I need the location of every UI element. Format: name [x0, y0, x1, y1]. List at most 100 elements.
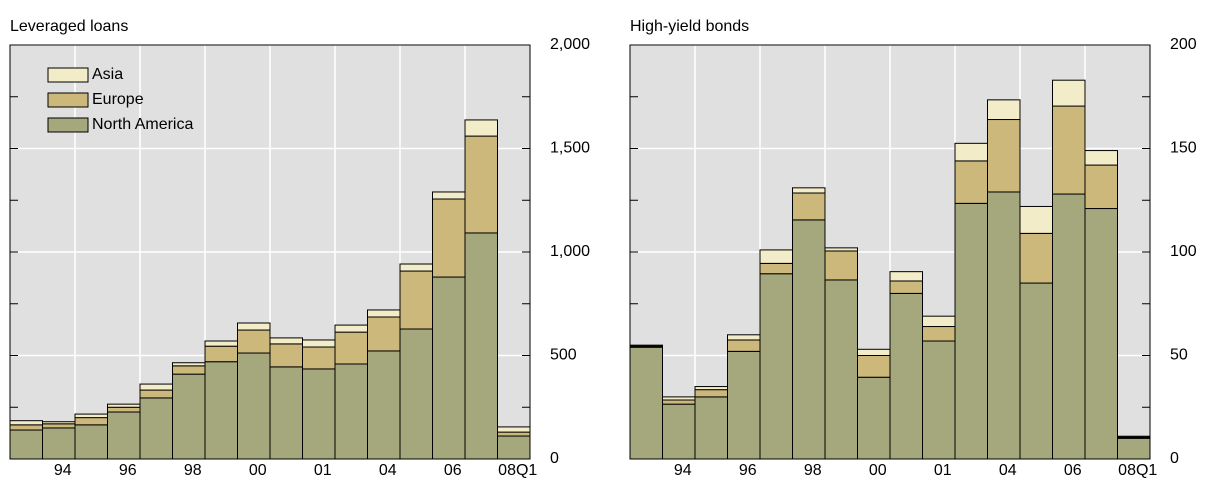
- bar-segment: [889, 280, 923, 294]
- x-tick-label: 94: [674, 462, 692, 479]
- x-tick-label: 01: [934, 462, 952, 479]
- bar-segment: [237, 329, 271, 354]
- bar-segment: [727, 350, 761, 460]
- x-tick-label: 98: [184, 462, 202, 479]
- bar-segment: [857, 348, 891, 357]
- bar-segment: [987, 99, 1021, 121]
- x-tick-label: 98: [804, 462, 822, 479]
- legend-label: Europe: [92, 91, 144, 108]
- bar-segment: [759, 273, 793, 460]
- bar-segment: [857, 355, 891, 378]
- x-tick-label: 96: [739, 462, 757, 479]
- bar-segment: [497, 431, 531, 437]
- chart-title: High-yield bonds: [630, 18, 749, 35]
- bar-segment: [1052, 79, 1086, 107]
- x-tick-label: 96: [119, 462, 137, 479]
- bar-segment: [172, 365, 206, 375]
- bar-segment: [889, 292, 923, 460]
- bar-segment: [792, 187, 826, 194]
- x-tick-label: 04: [379, 462, 397, 479]
- x-tick-label: 00: [249, 462, 267, 479]
- plot-frame: [629, 44, 1151, 460]
- bar-segment: [954, 160, 988, 204]
- bar-segment: [464, 232, 498, 460]
- x-tick-label: 04: [999, 462, 1017, 479]
- bar-segment: [464, 119, 498, 137]
- bar-segment: [824, 250, 858, 281]
- bar-segment: [432, 276, 466, 460]
- bar-segment: [759, 262, 793, 275]
- y-tick-label: 1,000: [550, 243, 590, 260]
- bar-segment: [139, 383, 173, 391]
- bar-segment: [922, 326, 956, 342]
- bar-segment: [824, 279, 858, 460]
- bar-segment: [74, 424, 108, 460]
- chart-title: Leveraged loans: [10, 18, 128, 35]
- bar-segment: [954, 202, 988, 460]
- bar-segment: [1052, 105, 1086, 195]
- bar-segment: [204, 340, 238, 347]
- bar-segment: [662, 403, 696, 460]
- bar-segment: [792, 192, 826, 221]
- bar-segment: [107, 411, 141, 460]
- y-tick-label: 0: [1170, 450, 1179, 467]
- bar-segment: [1052, 193, 1086, 460]
- bar-segment: [269, 343, 303, 368]
- bar-segment: [107, 403, 141, 408]
- bar-segment: [269, 366, 303, 460]
- bar-segment: [857, 376, 891, 460]
- bar-segment: [824, 247, 858, 252]
- bar-segment: [1117, 437, 1151, 460]
- bar-segment: [1084, 150, 1118, 166]
- bar-segment: [1019, 282, 1053, 460]
- bar-segment: [269, 337, 303, 345]
- bar-segment: [204, 361, 238, 460]
- x-tick-label: 06: [1064, 462, 1082, 479]
- y-tick-label: 200: [1170, 36, 1197, 53]
- y-tick-label: 50: [1170, 347, 1188, 364]
- bar-segment: [432, 191, 466, 200]
- bar-segment: [367, 316, 401, 352]
- bar-segment: [694, 386, 728, 391]
- bar-segment: [172, 373, 206, 460]
- bar-segment: [662, 399, 696, 405]
- legend-swatch: [47, 67, 89, 83]
- bar-segment: [694, 396, 728, 460]
- bar-segment: [1019, 232, 1053, 284]
- bar-segment: [629, 344, 663, 347]
- plot-frame: [9, 44, 531, 460]
- bar-segment: [1117, 435, 1151, 438]
- bar-segment: [74, 413, 108, 419]
- bar-segment: [302, 339, 336, 348]
- y-tick-label: 150: [1170, 140, 1197, 157]
- bar-segment: [987, 191, 1021, 460]
- bar-segment: [204, 345, 238, 363]
- y-tick-label: 100: [1170, 243, 1197, 260]
- bar-segment: [237, 352, 271, 460]
- x-tick-label: 06: [444, 462, 462, 479]
- bar-segment: [334, 324, 368, 333]
- x-tick-label: 94: [54, 462, 72, 479]
- bar-segment: [497, 435, 531, 460]
- x-tick-label: 08Q1: [498, 462, 537, 479]
- bar-segment: [694, 389, 728, 398]
- legend-label: Asia: [92, 66, 123, 83]
- bar-segment: [922, 315, 956, 328]
- bar-segment: [727, 339, 761, 352]
- bar-segment: [42, 421, 76, 425]
- bar-segment: [399, 270, 433, 330]
- bar-segment: [367, 309, 401, 318]
- bar-segment: [9, 420, 43, 426]
- bar-segment: [1084, 164, 1118, 210]
- bar-segment: [334, 331, 368, 365]
- bar-segment: [74, 417, 108, 426]
- bar-segment: [464, 135, 498, 234]
- bar-segment: [954, 142, 988, 162]
- bar-segment: [792, 219, 826, 460]
- bar-segment: [139, 397, 173, 460]
- bar-segment: [334, 363, 368, 460]
- x-tick-label: 08Q1: [1118, 462, 1157, 479]
- legend-swatch: [47, 117, 89, 133]
- bar-segment: [9, 424, 43, 431]
